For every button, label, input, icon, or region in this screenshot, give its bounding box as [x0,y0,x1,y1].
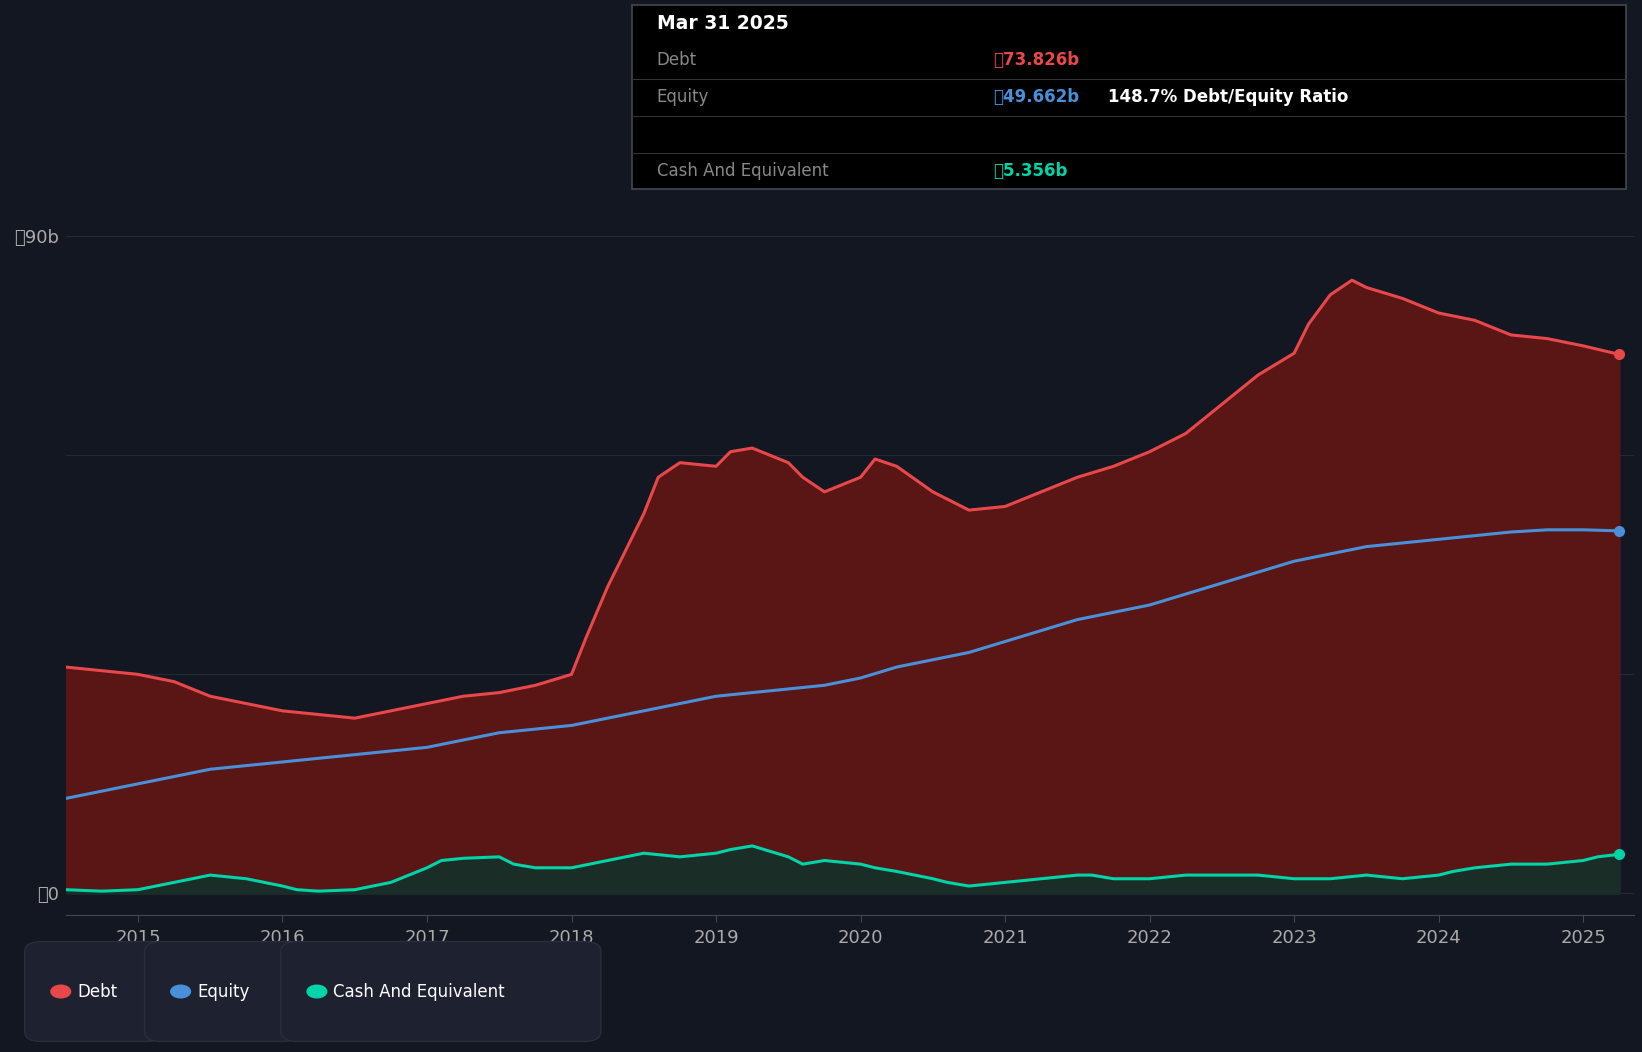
Text: Mar 31 2025: Mar 31 2025 [657,14,788,34]
Text: Equity: Equity [197,983,250,1000]
Text: ื73.826b: ื73.826b [993,52,1079,69]
Text: Cash And Equivalent: Cash And Equivalent [657,162,829,180]
Text: ื5.356b: ื5.356b [993,162,1067,180]
Text: Cash And Equivalent: Cash And Equivalent [333,983,506,1000]
Text: 148.7% Debt/Equity Ratio: 148.7% Debt/Equity Ratio [1108,88,1348,106]
Text: Equity: Equity [657,88,709,106]
Text: ื49.662b: ื49.662b [993,88,1079,106]
Text: Debt: Debt [77,983,117,1000]
Text: Debt: Debt [657,52,696,69]
